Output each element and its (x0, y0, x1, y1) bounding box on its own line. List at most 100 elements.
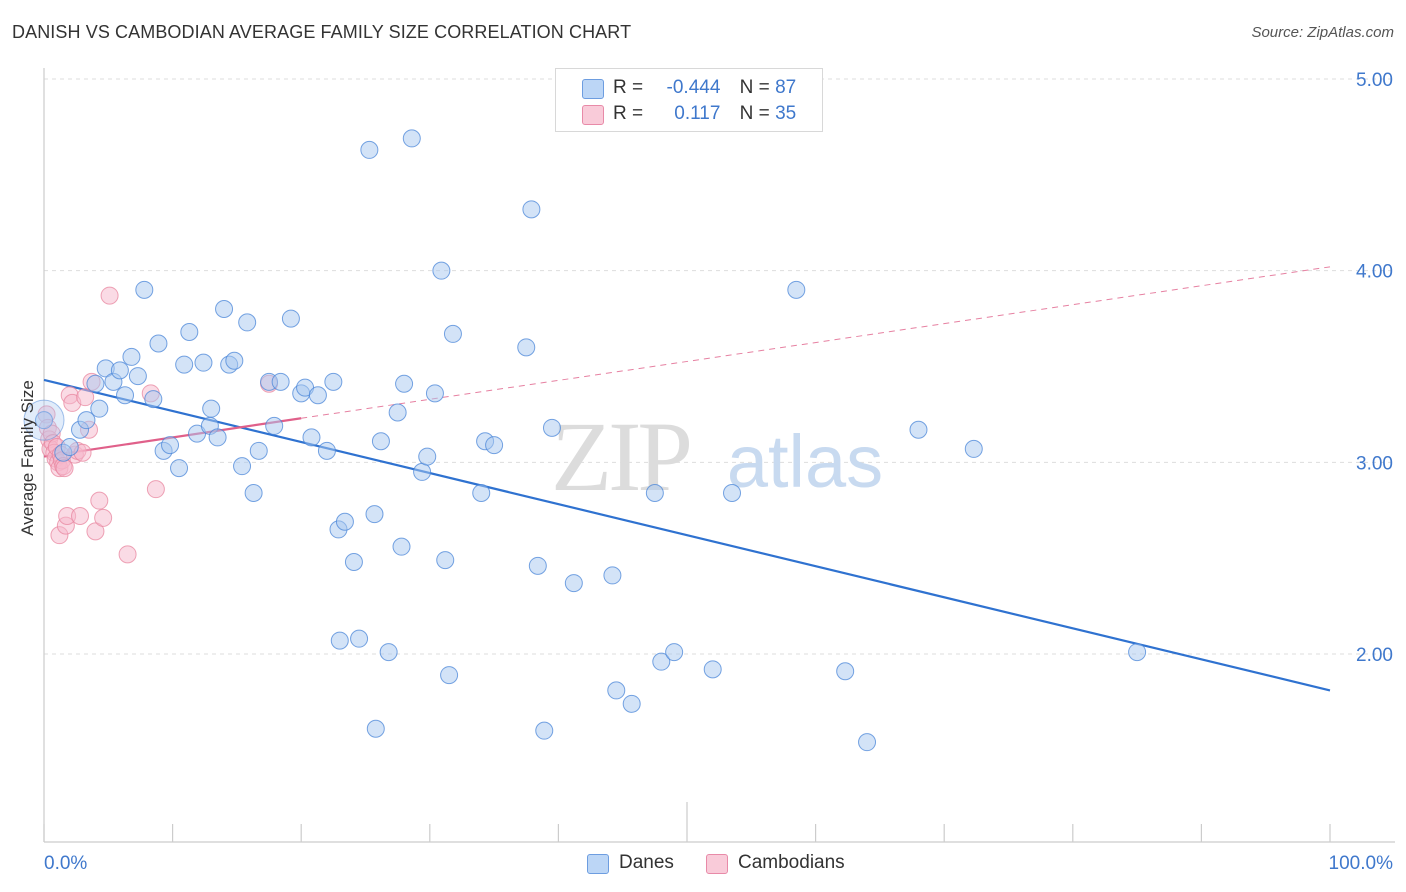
danes-point (607, 681, 626, 700)
danes-point (603, 566, 622, 585)
danes-point (858, 733, 877, 752)
danes-point (77, 411, 96, 430)
danes-point (418, 447, 437, 466)
danes-point (366, 719, 385, 738)
danes-point (244, 484, 263, 502)
cambodians-point (90, 491, 109, 510)
cambodians-point (76, 388, 95, 407)
cambodians-trend-extension (301, 266, 1331, 419)
danes-point (723, 484, 742, 502)
cambodians-legend-swatch (706, 854, 728, 874)
danes-point (116, 386, 135, 405)
y-tick-label: 5.00 (1356, 70, 1393, 91)
x-tick-label-min: 0.0% (44, 853, 87, 874)
danes-point (395, 374, 414, 393)
danes-point (308, 386, 327, 405)
danes-trend-line (43, 378, 1331, 692)
danes-r-label: R = (613, 77, 644, 98)
danes-swatch (582, 79, 604, 99)
danes-point (60, 438, 79, 456)
danes-point (225, 351, 244, 370)
cambodians-r-value: 0.117 (674, 103, 721, 124)
danes-point (86, 374, 105, 393)
danes-legend-swatch (587, 854, 609, 874)
danes-point (175, 355, 194, 374)
danes-point (149, 334, 168, 353)
gridlines (44, 78, 1395, 655)
danes-point (110, 361, 129, 380)
x-tick-label-max: 100.0% (1329, 853, 1394, 874)
danes-point (440, 666, 459, 685)
danes-point (522, 200, 541, 219)
danes-point (1128, 643, 1147, 662)
danes-point (836, 662, 855, 681)
danes-point (233, 457, 252, 476)
danes-point (317, 441, 336, 460)
danes-point (281, 309, 300, 328)
danes-point (90, 399, 109, 418)
danes-point (703, 660, 722, 679)
danes-point (443, 324, 462, 343)
cambodians-point (100, 286, 119, 305)
danes-point (122, 347, 141, 366)
danes-point (330, 631, 349, 650)
danes-point (485, 436, 504, 455)
cambodians-n-value: 35 (775, 103, 797, 124)
watermark-zip: ZIP (551, 401, 689, 512)
watermark-atlas: atlas (727, 420, 883, 503)
danes-point (170, 459, 189, 478)
danes-point (365, 505, 384, 524)
axes (43, 68, 1395, 843)
y-axis-label: Average Family Size (18, 380, 37, 536)
danes-point (379, 643, 398, 662)
danes-point (344, 553, 363, 571)
danes-point (161, 436, 180, 455)
danes-point (388, 403, 407, 422)
stats-legend: R = -0.444 N = 87 R = 0.117 N = 35 (555, 68, 823, 132)
danes-point (787, 280, 806, 299)
danes-point (324, 372, 343, 391)
source-label: Source: ZipAtlas.com (1251, 24, 1394, 41)
danes-point (436, 551, 455, 570)
danes-point (238, 313, 257, 332)
danes-point (128, 367, 147, 386)
cambodians-point (146, 480, 165, 499)
danes-point (517, 338, 536, 357)
danes-legend-label: Danes (619, 852, 674, 873)
danes-point (360, 140, 379, 159)
cambodians-legend-label: Cambodians (738, 852, 845, 873)
y-tick-label: 2.00 (1356, 645, 1393, 666)
danes-point (371, 432, 390, 451)
cambodians-point (94, 508, 113, 527)
danes-point (622, 694, 641, 713)
danes-point (135, 280, 154, 299)
danes-point (652, 652, 671, 671)
danes-point (271, 372, 290, 391)
danes-point (265, 416, 284, 435)
cambodians-n-label: N = (739, 103, 770, 124)
danes-n-value: 87 (775, 77, 797, 98)
danes-point (194, 353, 213, 372)
danes-point (645, 484, 664, 502)
cambodians-r-label: R = (613, 103, 644, 124)
watermark: ZIP atlas (551, 401, 883, 512)
danes-point (909, 420, 928, 439)
danes-point (472, 484, 491, 502)
danes-point (528, 556, 547, 575)
danes-point (564, 574, 583, 593)
y-tick-label: 3.00 (1356, 453, 1393, 474)
danes-point (302, 428, 321, 447)
danes-point (249, 441, 268, 460)
cambodians-swatch (582, 105, 604, 125)
danes-point (425, 384, 444, 403)
y-tick-label: 4.00 (1356, 262, 1393, 283)
cambodians-point (118, 545, 137, 564)
danes-cluster-point (23, 399, 65, 441)
danes-point (202, 399, 221, 418)
danes-n-label: N = (739, 77, 770, 98)
danes-points (23, 129, 1147, 752)
danes-point (144, 390, 163, 409)
danes-point (180, 323, 199, 341)
danes-point (964, 439, 983, 458)
